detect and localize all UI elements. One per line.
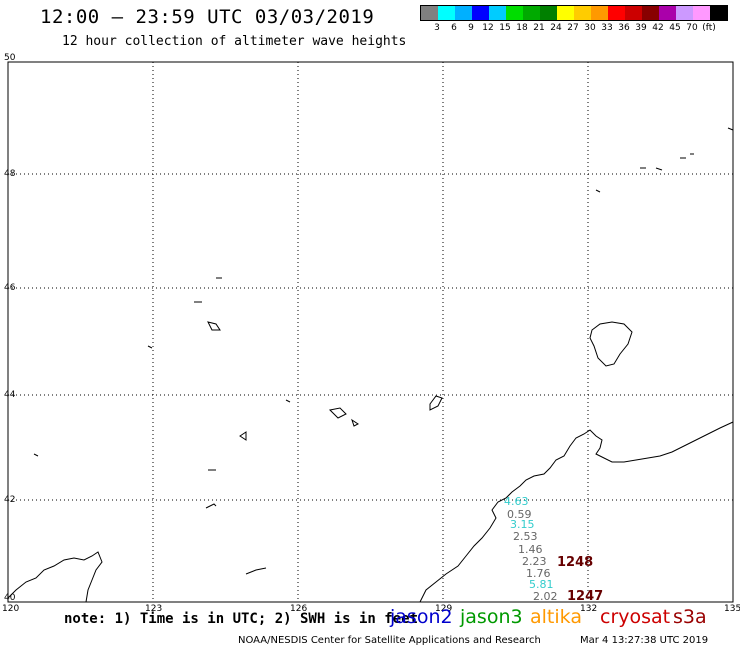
lon-label-120: 120 [2,604,19,614]
pass-time-labels: 1248 1247 [557,555,603,604]
legend-tick-label: 3 [434,23,440,33]
legend-swatch [574,6,591,20]
legend-tick-label: 9 [468,23,474,33]
reading-value: 2.53 [513,530,538,543]
legend-swatch [659,6,676,20]
lon-label-126: 126 [290,604,307,614]
reading-value: 1.46 [518,543,543,556]
generated-timestamp: Mar 4 13:27:38 UTC 2019 [580,635,709,646]
units-note: note: 1) Time is in UTC; 2) SWH is in fe… [64,611,419,627]
legend-tick-label: 21 [533,23,545,33]
lat-label-40: 40 [4,593,16,603]
pass-time-label: 1247 [567,589,603,604]
reading-value: 0.59 [507,508,532,521]
coastline [7,127,734,603]
legend-tick-labels: 3 6 9 12 15 18 21 24 27 30 33 36 39 42 45 70 (ft) [420,21,728,35]
satellite-jason3-label: jason3 [460,606,523,628]
legend-swatch [642,6,659,20]
map-subtitle: 12 hour collection of altimeter wave hei… [62,34,407,49]
legend-swatch [523,6,540,20]
legend-swatch [676,6,693,20]
legend-swatch [421,6,438,20]
legend-tick-label: 33 [601,23,613,33]
legend-swatch [489,6,506,20]
lon-label-123: 123 [145,604,162,614]
lon-label-135: 135 [724,604,740,614]
lon-label-129: 129 [435,604,452,614]
legend-tick-label: 39 [635,23,647,33]
legend-swatch [693,6,710,20]
legend-swatch [506,6,523,20]
legend-swatch [710,6,727,20]
legend-swatch [472,6,489,20]
map-title: 12:00 – 23:59 UTC 03/03/2019 [40,6,375,28]
legend-tick-label: (ft) [702,23,716,33]
legend-tick-label: 18 [516,23,528,33]
map-grid [8,62,733,602]
lon-label-132: 132 [580,604,597,614]
legend-tick-label: 36 [618,23,630,33]
legend-swatch [608,6,625,20]
legend-tick-label: 70 [686,23,698,33]
legend-swatch [455,6,472,20]
legend-tick-label: 42 [652,23,664,33]
satellite-cryosat-label: cryosat [600,606,671,628]
reading-value: 2.02 [533,590,558,603]
reading-value: 1.76 [526,567,551,580]
satellite-jason2-label: jason2 [390,606,453,628]
legend-swatch [591,6,608,20]
legend-tick-label: 15 [499,23,511,33]
legend-swatch [438,6,455,20]
wave-height-legend: 3 6 9 12 15 18 21 24 27 30 33 36 39 42 45 70 (ft) [420,5,728,35]
legend-tick-label: 12 [482,23,494,33]
lat-label-46: 46 [4,283,16,293]
wave-height-readings: 4.63 0.59 3.15 2.53 1.46 2.23 1.76 5.81 … [504,495,558,603]
source-credit: NOAA/NESDIS Center for Satellite Applica… [238,635,541,646]
lat-label-42: 42 [4,495,15,505]
lat-label-50: 50 [4,53,16,63]
legend-tick-label: 30 [584,23,596,33]
map-frame [7,61,734,603]
legend-swatch [625,6,642,20]
reading-value: 4.63 [504,495,529,508]
reading-value: 5.81 [529,578,554,591]
lat-label-44: 44 [4,390,16,400]
legend-tick-label: 27 [567,23,579,33]
satellite-s3a-label: s3a [673,606,707,628]
legend-tick-label: 45 [669,23,681,33]
reading-value: 2.23 [522,555,547,568]
legend-tick-label: 6 [451,23,457,33]
pass-time-label: 1248 [557,555,593,570]
lat-label-48: 48 [4,169,16,179]
legend-swatch [540,6,557,20]
satellite-altika-label: altika [530,606,582,628]
legend-tick-label: 24 [550,23,562,33]
legend-color-bar [420,5,728,21]
reading-value: 3.15 [510,518,535,531]
legend-swatch [557,6,574,20]
